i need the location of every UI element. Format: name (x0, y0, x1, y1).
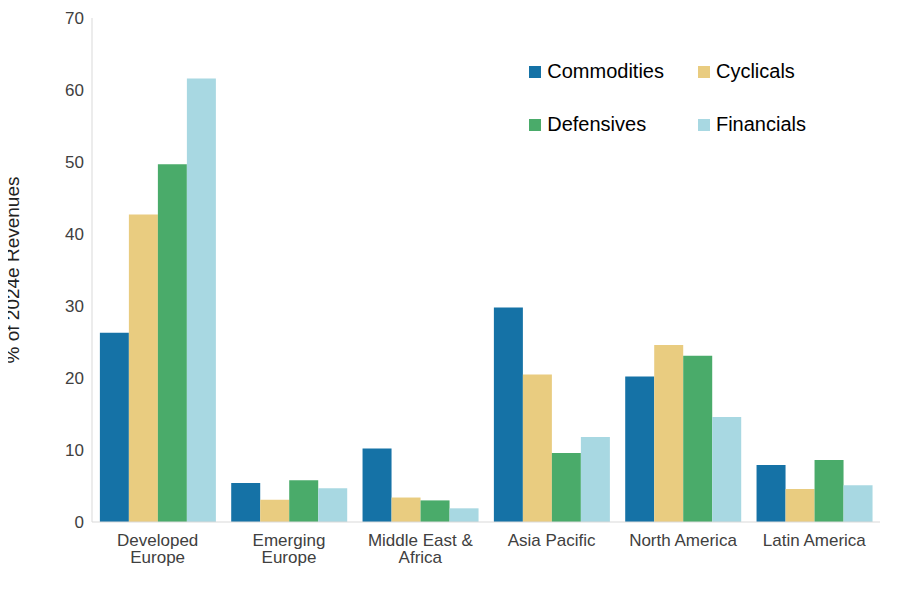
html-text:Defensives: Defensives (547, 113, 647, 135)
svg-text:North America: North America (629, 531, 737, 550)
svg-text:10: 10 (65, 441, 84, 460)
svg-text:Asia Pacific: Asia Pacific (508, 531, 596, 550)
svg-text:40: 40 (65, 225, 84, 244)
html-text:Commodities: Commodities (547, 60, 664, 82)
svg-text:60: 60 (65, 81, 84, 100)
html-text:Financials: Financials (716, 113, 806, 135)
svg-text:70: 70 (65, 9, 84, 28)
svg-text:50: 50 (65, 153, 84, 172)
svg-text:0: 0 (75, 513, 84, 532)
svg-text:Middle East &Africa: Middle East &Africa (368, 531, 474, 567)
svg-text:DevelopedEurope: DevelopedEurope (117, 531, 198, 567)
svg-text:EmergingEurope: EmergingEurope (253, 531, 326, 567)
svg-text:20: 20 (65, 369, 84, 388)
svg-text:30: 30 (65, 297, 84, 316)
svg-text:% of 2024e Revenues: % of 2024e Revenues (8, 177, 23, 364)
svg-text:Latin America: Latin America (763, 531, 867, 550)
html-text:Cyclicals: Cyclicals (716, 60, 795, 82)
